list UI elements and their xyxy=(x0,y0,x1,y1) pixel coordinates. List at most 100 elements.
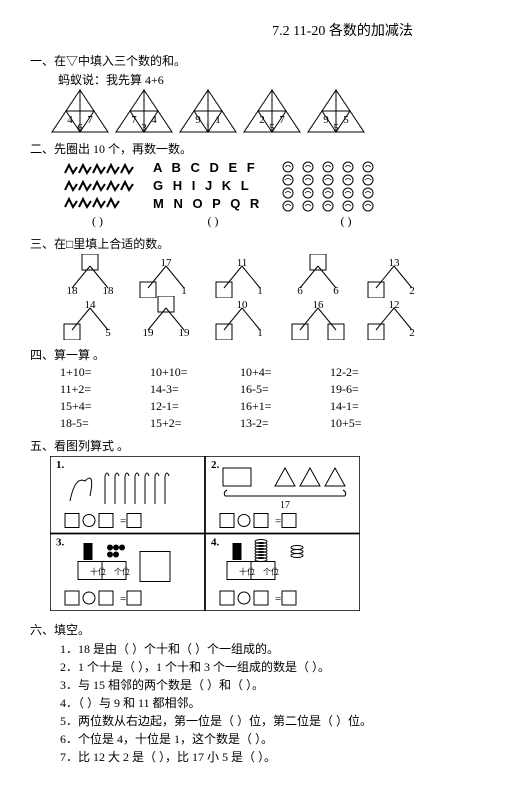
calc-cell: 19-6= xyxy=(330,382,420,397)
sec5-head: 五、看图列算式 。 xyxy=(30,437,505,454)
svg-text:十位: 十位 xyxy=(90,567,106,577)
sec1-head: 一、在▽中填入三个数的和。 xyxy=(30,52,505,69)
svg-text:5: 5 xyxy=(269,122,275,134)
page-title: 7.2 11-20 各数的加减法 xyxy=(30,20,505,40)
svg-text:7: 7 xyxy=(131,114,137,126)
paren-3: ( ) xyxy=(291,214,401,229)
section-6: 六、填空。 1．18 是由（ ）个十和（ ）个一组成的。2．1 个十是（ ），1… xyxy=(30,621,505,765)
svg-text:16: 16 xyxy=(313,299,325,311)
svg-text:个位: 个位 xyxy=(263,567,279,577)
letters-c: M N O P Q R xyxy=(153,195,262,213)
svg-text:=: = xyxy=(120,516,126,528)
letters-a: A B C D E F xyxy=(153,159,262,177)
sec6-head: 六、填空。 xyxy=(30,621,505,638)
blank-item: 1．18 是由（ ）个十和（ ）个一组成的。 xyxy=(60,640,505,657)
number-bond: 12 2 xyxy=(364,296,424,340)
calc-cell: 14-3= xyxy=(150,382,240,397)
paren-2: ( ) xyxy=(163,214,263,229)
number-bond: 6 6 xyxy=(288,254,348,298)
calc-cell: 16+1= xyxy=(240,399,330,414)
svg-text:14: 14 xyxy=(85,299,97,311)
number-bond: 16 xyxy=(288,296,348,340)
svg-text:=: = xyxy=(120,593,126,605)
sec3-head: 三、在□里填上合适的数。 xyxy=(30,235,505,252)
number-bond: 19 19 xyxy=(136,296,196,340)
svg-text:3.: 3. xyxy=(56,537,65,549)
svg-text:1: 1 xyxy=(257,327,263,339)
triangle-row: 4 7 6 7 4 3 9 1 1 2 7 5 xyxy=(30,88,505,134)
number-bond: 17 1 xyxy=(136,254,196,298)
svg-text:2.: 2. xyxy=(211,459,220,471)
sec1-sub: 蚂蚁说：我先算 4+6 xyxy=(30,71,505,88)
triangle: 9 1 1 xyxy=(178,88,238,134)
problems-svg: 1. = 2. 17 = 3. 十位 个位 xyxy=(50,456,360,611)
blank-item: 3．与 15 相邻的两个数是（ ）和（ ）。 xyxy=(60,676,505,693)
triangle: 4 7 6 xyxy=(50,88,110,134)
calc-cell: 16-5= xyxy=(240,382,330,397)
calc-cell: 1+10= xyxy=(60,365,150,380)
number-bond: 18 18 xyxy=(60,254,120,298)
calc-cell: 13-2= xyxy=(240,416,330,431)
svg-text:9: 9 xyxy=(323,114,329,126)
triangle: 9 5 5 xyxy=(306,88,366,134)
number-bond: 13 2 xyxy=(364,254,424,298)
calc-cell: 15+2= xyxy=(150,416,240,431)
img-problems: 1. = 2. 17 = 3. 十位 个位 xyxy=(30,456,505,615)
svg-text:4.: 4. xyxy=(211,537,220,549)
swirls-image xyxy=(280,159,390,214)
blank-item: 5．两位数从右边起，第一位是（ ）位，第二位是（ ）位。 xyxy=(60,712,505,729)
svg-text:十位: 十位 xyxy=(239,567,255,577)
letters-b: G H I J K L xyxy=(153,177,262,195)
svg-text:1: 1 xyxy=(205,122,211,134)
number-bond: 11 1 xyxy=(212,254,272,298)
calc-cell: 11+2= xyxy=(60,382,150,397)
calc-grid: 1+10=10+10=10+4=12-2=11+2=14-3=16-5=19-6… xyxy=(30,365,505,431)
paren-row: ( ) ( ) ( ) xyxy=(30,214,505,229)
blank-item: 4．（ ）与 9 和 11 都相邻。 xyxy=(60,694,505,711)
svg-text:5: 5 xyxy=(343,114,349,126)
section-1: 一、在▽中填入三个数的和。 蚂蚁说：我先算 4+6 4 7 6 7 4 3 9 … xyxy=(30,52,505,134)
sec2-row: A B C D E F G H I J K L M N O P Q R xyxy=(30,159,505,214)
calc-cell: 12-2= xyxy=(330,365,420,380)
sec4-head: 四、算一算 。 xyxy=(30,346,505,363)
blank-item: 2．1 个十是（ ），1 个十和 3 个一组成的数是（ ）。 xyxy=(60,658,505,675)
arrows-image xyxy=(60,159,135,214)
section-4: 四、算一算 。 1+10=10+10=10+4=12-2=11+2=14-3=1… xyxy=(30,346,505,431)
blank-item: 7．比 12 大 2 是（ ），比 17 小 5 是（ ）。 xyxy=(60,748,505,765)
svg-text:11: 11 xyxy=(237,257,248,269)
svg-text:7: 7 xyxy=(279,114,285,126)
svg-text:4: 4 xyxy=(67,114,73,126)
svg-text:10: 10 xyxy=(237,299,249,311)
triangle: 2 7 5 xyxy=(242,88,302,134)
svg-text:1: 1 xyxy=(215,114,221,126)
svg-text:4: 4 xyxy=(151,114,157,126)
section-5: 五、看图列算式 。 1. = 2. 17 = 3. xyxy=(30,437,505,615)
svg-text:6: 6 xyxy=(77,122,83,134)
number-bond: 14 5 xyxy=(60,296,120,340)
paren-1: ( ) xyxy=(60,214,135,229)
svg-text:17: 17 xyxy=(161,257,173,269)
svg-text:2: 2 xyxy=(259,114,265,126)
svg-text:3: 3 xyxy=(141,122,147,134)
bonds-row-2: 14 5 19 19 10 1 16 12 2 xyxy=(30,296,505,340)
calc-cell: 15+4= xyxy=(60,399,150,414)
number-bond: 10 1 xyxy=(212,296,272,340)
svg-text:17: 17 xyxy=(280,500,290,511)
calc-cell: 10+5= xyxy=(330,416,420,431)
sec2-head: 二、先圈出 10 个，再数一数。 xyxy=(30,140,505,157)
svg-text:7: 7 xyxy=(87,114,93,126)
svg-text:个位: 个位 xyxy=(114,567,130,577)
letters-block: A B C D E F G H I J K L M N O P Q R xyxy=(153,159,262,214)
svg-text:19: 19 xyxy=(179,327,191,339)
calc-cell: 12-1= xyxy=(150,399,240,414)
svg-text:19: 19 xyxy=(143,327,155,339)
calc-cell: 18-5= xyxy=(60,416,150,431)
svg-text:9: 9 xyxy=(195,114,201,126)
calc-cell: 10+10= xyxy=(150,365,240,380)
svg-text:=: = xyxy=(275,593,281,605)
section-2: 二、先圈出 10 个，再数一数。 A B C D E F G H I J K L… xyxy=(30,140,505,229)
svg-text:13: 13 xyxy=(389,257,401,269)
svg-text:2: 2 xyxy=(409,327,415,339)
section-3: 三、在□里填上合适的数。 18 18 17 1 11 1 6 6 13 2 14 xyxy=(30,235,505,340)
svg-text:5: 5 xyxy=(105,327,111,339)
